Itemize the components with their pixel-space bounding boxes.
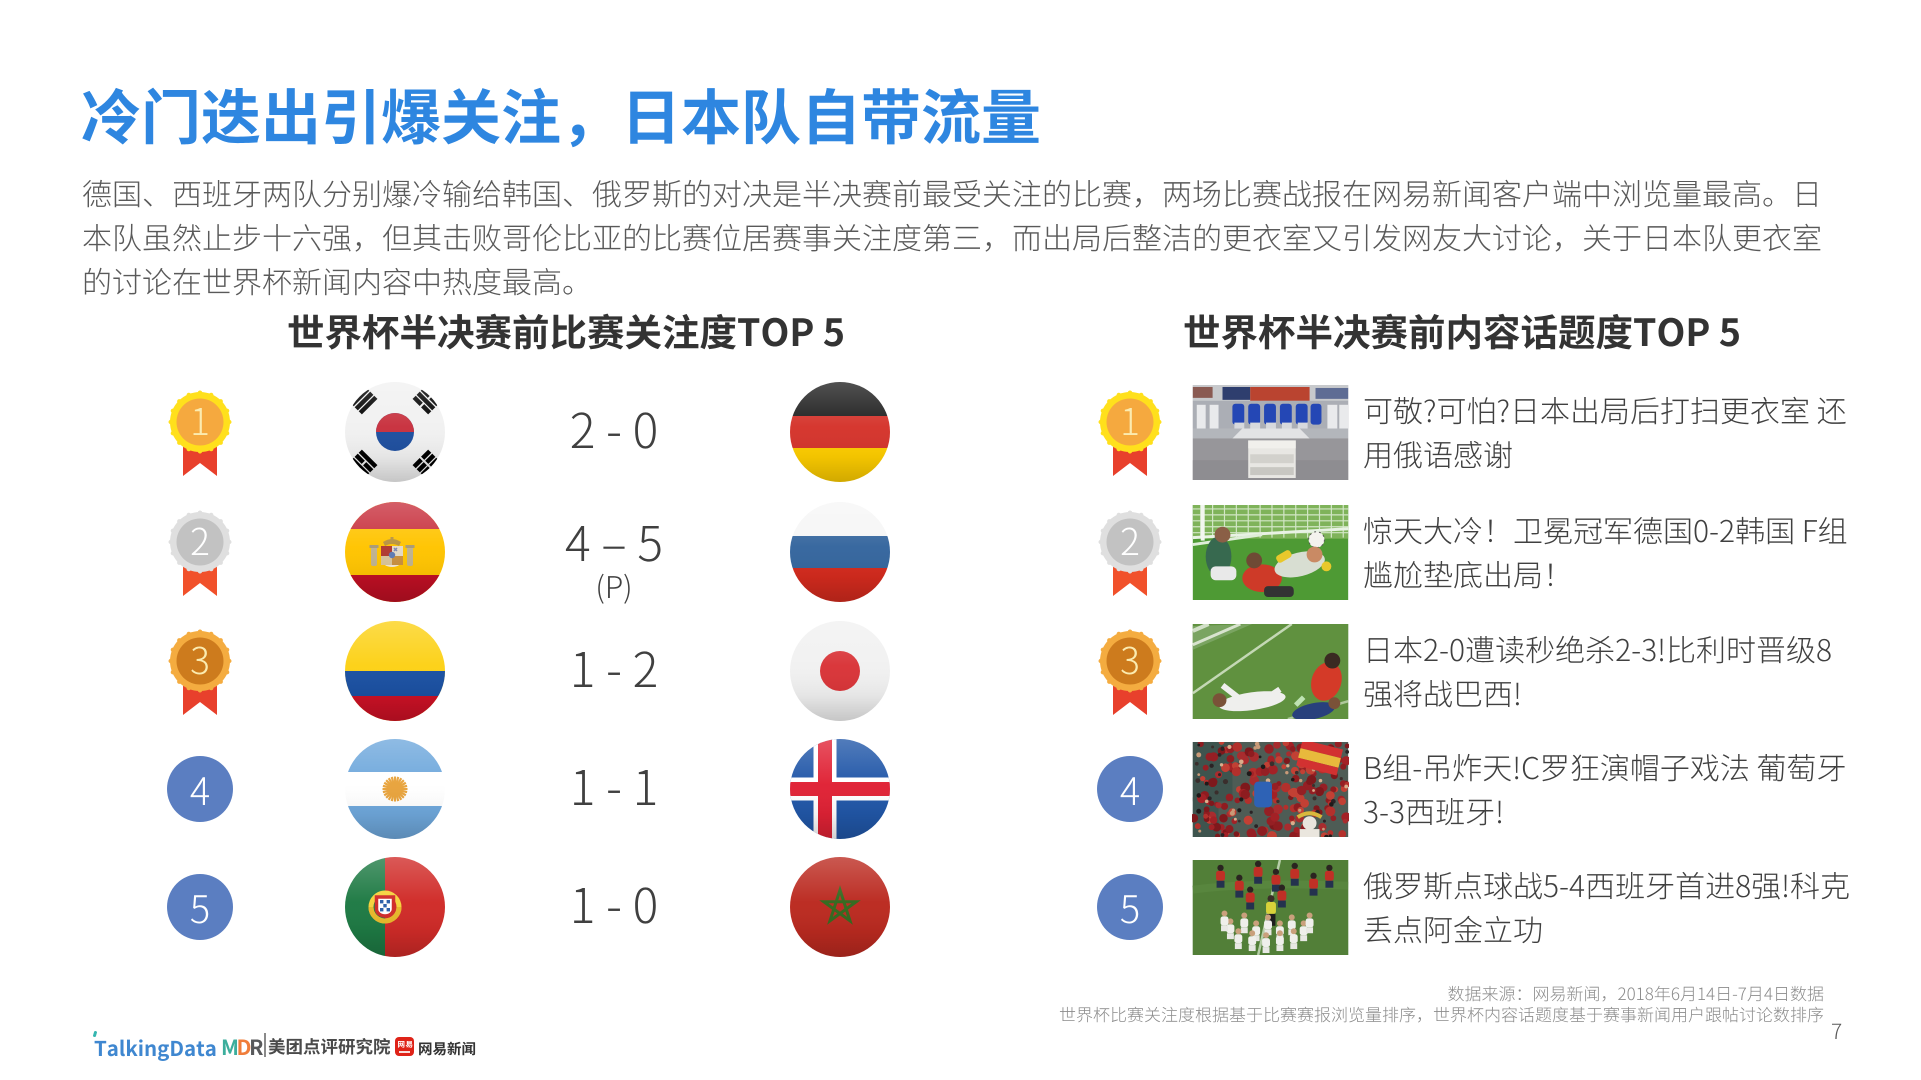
svg-text:2: 2	[1120, 512, 1140, 566]
svg-text:2: 2	[190, 512, 210, 566]
svg-text:1: 1	[1120, 392, 1140, 446]
svg-text:3: 3	[1120, 631, 1140, 685]
svg-text:1: 1	[190, 392, 210, 446]
svg-text:3: 3	[190, 631, 210, 685]
